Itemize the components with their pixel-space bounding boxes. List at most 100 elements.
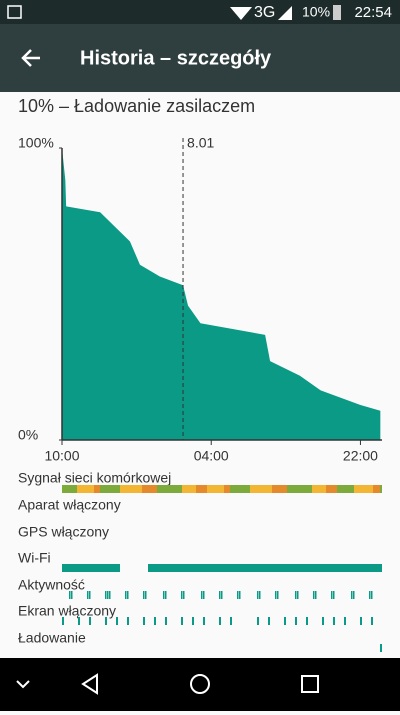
signal-strip bbox=[287, 485, 296, 493]
screen-tick bbox=[360, 617, 362, 625]
activity-tick bbox=[277, 591, 279, 599]
screen-tick bbox=[192, 617, 194, 625]
screen-tick bbox=[78, 617, 80, 625]
screen-tick bbox=[333, 617, 335, 625]
activity-tick bbox=[105, 591, 107, 599]
screen-tick bbox=[219, 617, 221, 625]
activity-tick bbox=[183, 591, 185, 599]
screen-tick bbox=[322, 617, 324, 625]
activity-tick bbox=[237, 591, 239, 599]
signal-strip bbox=[62, 485, 66, 493]
row-label: Wi-Fi bbox=[18, 550, 51, 566]
back-button[interactable] bbox=[21, 49, 40, 67]
activity-tick bbox=[221, 591, 223, 599]
y-tick-label: 0% bbox=[18, 427, 38, 443]
signal-strip bbox=[272, 485, 287, 493]
activity-tick bbox=[295, 591, 297, 599]
summary: 10% – Ładowanie zasilaczem bbox=[18, 96, 255, 116]
activity-tick bbox=[125, 591, 127, 599]
toolbar bbox=[0, 24, 400, 92]
signal-strip bbox=[182, 485, 192, 493]
battery-icon bbox=[333, 5, 341, 20]
signal-strip bbox=[157, 485, 166, 493]
activity-tick bbox=[315, 591, 317, 599]
screen-tick bbox=[344, 617, 346, 625]
signal-strip bbox=[100, 485, 113, 493]
activity-tick bbox=[313, 591, 315, 599]
y-tick-label: 100% bbox=[18, 135, 54, 151]
screen-tick bbox=[154, 617, 156, 625]
nav-recents[interactable] bbox=[301, 675, 319, 693]
signal-strip bbox=[312, 485, 322, 493]
row-label: Ekran włączony bbox=[18, 603, 116, 619]
row-label: Aparat włączony bbox=[18, 497, 121, 513]
activity-tick bbox=[297, 591, 299, 599]
activity-tick bbox=[331, 591, 333, 599]
activity-tick bbox=[257, 591, 259, 599]
screen-tick bbox=[143, 617, 145, 625]
row-label: Ładowanie bbox=[18, 630, 86, 646]
activity-tick bbox=[369, 591, 371, 599]
screen-tick bbox=[371, 617, 373, 625]
wifi-strip bbox=[148, 564, 382, 572]
signal-strip bbox=[296, 485, 312, 493]
screen-tick bbox=[306, 617, 308, 625]
activity-tick bbox=[163, 591, 165, 599]
activity-tick bbox=[353, 591, 355, 599]
network: 3G bbox=[254, 4, 275, 21]
charging-tick bbox=[380, 644, 382, 652]
signal-strip bbox=[337, 485, 342, 493]
activity-tick bbox=[351, 591, 353, 599]
signal-strip bbox=[212, 485, 224, 493]
activity-tick bbox=[275, 591, 277, 599]
wifi-strip bbox=[62, 564, 120, 572]
nav-down[interactable] bbox=[16, 680, 30, 689]
signal-strip bbox=[113, 485, 120, 493]
activity-tick bbox=[107, 591, 109, 599]
battery-area bbox=[62, 148, 381, 440]
nav-home[interactable] bbox=[190, 674, 210, 694]
signal-strip bbox=[94, 485, 100, 493]
signal-strip bbox=[192, 485, 196, 493]
signal-strip bbox=[77, 485, 82, 493]
screen-tick bbox=[257, 617, 259, 625]
screen-tick bbox=[230, 617, 232, 625]
screen-tick bbox=[62, 617, 64, 625]
date-marker-label: 8.01 bbox=[187, 135, 214, 151]
x-tick-label: 04:00 bbox=[194, 448, 229, 464]
signal-strip bbox=[196, 485, 207, 493]
signal-strip bbox=[224, 485, 230, 493]
screen-tick bbox=[295, 617, 297, 625]
activity-tick bbox=[87, 591, 89, 599]
activity-tick bbox=[219, 591, 221, 599]
signal-strip bbox=[166, 485, 182, 493]
screen-tick bbox=[284, 617, 286, 625]
row-label: Aktywność bbox=[18, 577, 85, 593]
activity-tick bbox=[333, 591, 335, 599]
activity-tick bbox=[69, 591, 71, 599]
x-tick-label: 10:00 bbox=[44, 448, 79, 464]
activity-tick bbox=[259, 591, 261, 599]
row-label: Sygnał sieci komórkowej bbox=[18, 470, 171, 486]
activity-tick bbox=[371, 591, 373, 599]
activity-tick bbox=[181, 591, 183, 599]
signal-strip bbox=[134, 485, 142, 493]
activity-tick bbox=[203, 591, 205, 599]
screen-tick bbox=[268, 617, 270, 625]
signal-strip bbox=[207, 485, 212, 493]
signal-strip bbox=[342, 485, 354, 493]
clock: 22:54 bbox=[354, 4, 392, 21]
signal-strip bbox=[380, 485, 382, 493]
screen-tick bbox=[89, 617, 91, 625]
signal-strip bbox=[66, 485, 77, 493]
row-label: GPS włączony bbox=[18, 524, 109, 540]
battery-text: 10% bbox=[302, 4, 330, 20]
activity-tick bbox=[143, 591, 145, 599]
screen-tick bbox=[203, 617, 205, 625]
nav-back[interactable] bbox=[81, 673, 98, 695]
activity-tick bbox=[165, 591, 167, 599]
activity-tick bbox=[201, 591, 203, 599]
activity-tick bbox=[239, 591, 241, 599]
signal-strip bbox=[264, 485, 272, 493]
